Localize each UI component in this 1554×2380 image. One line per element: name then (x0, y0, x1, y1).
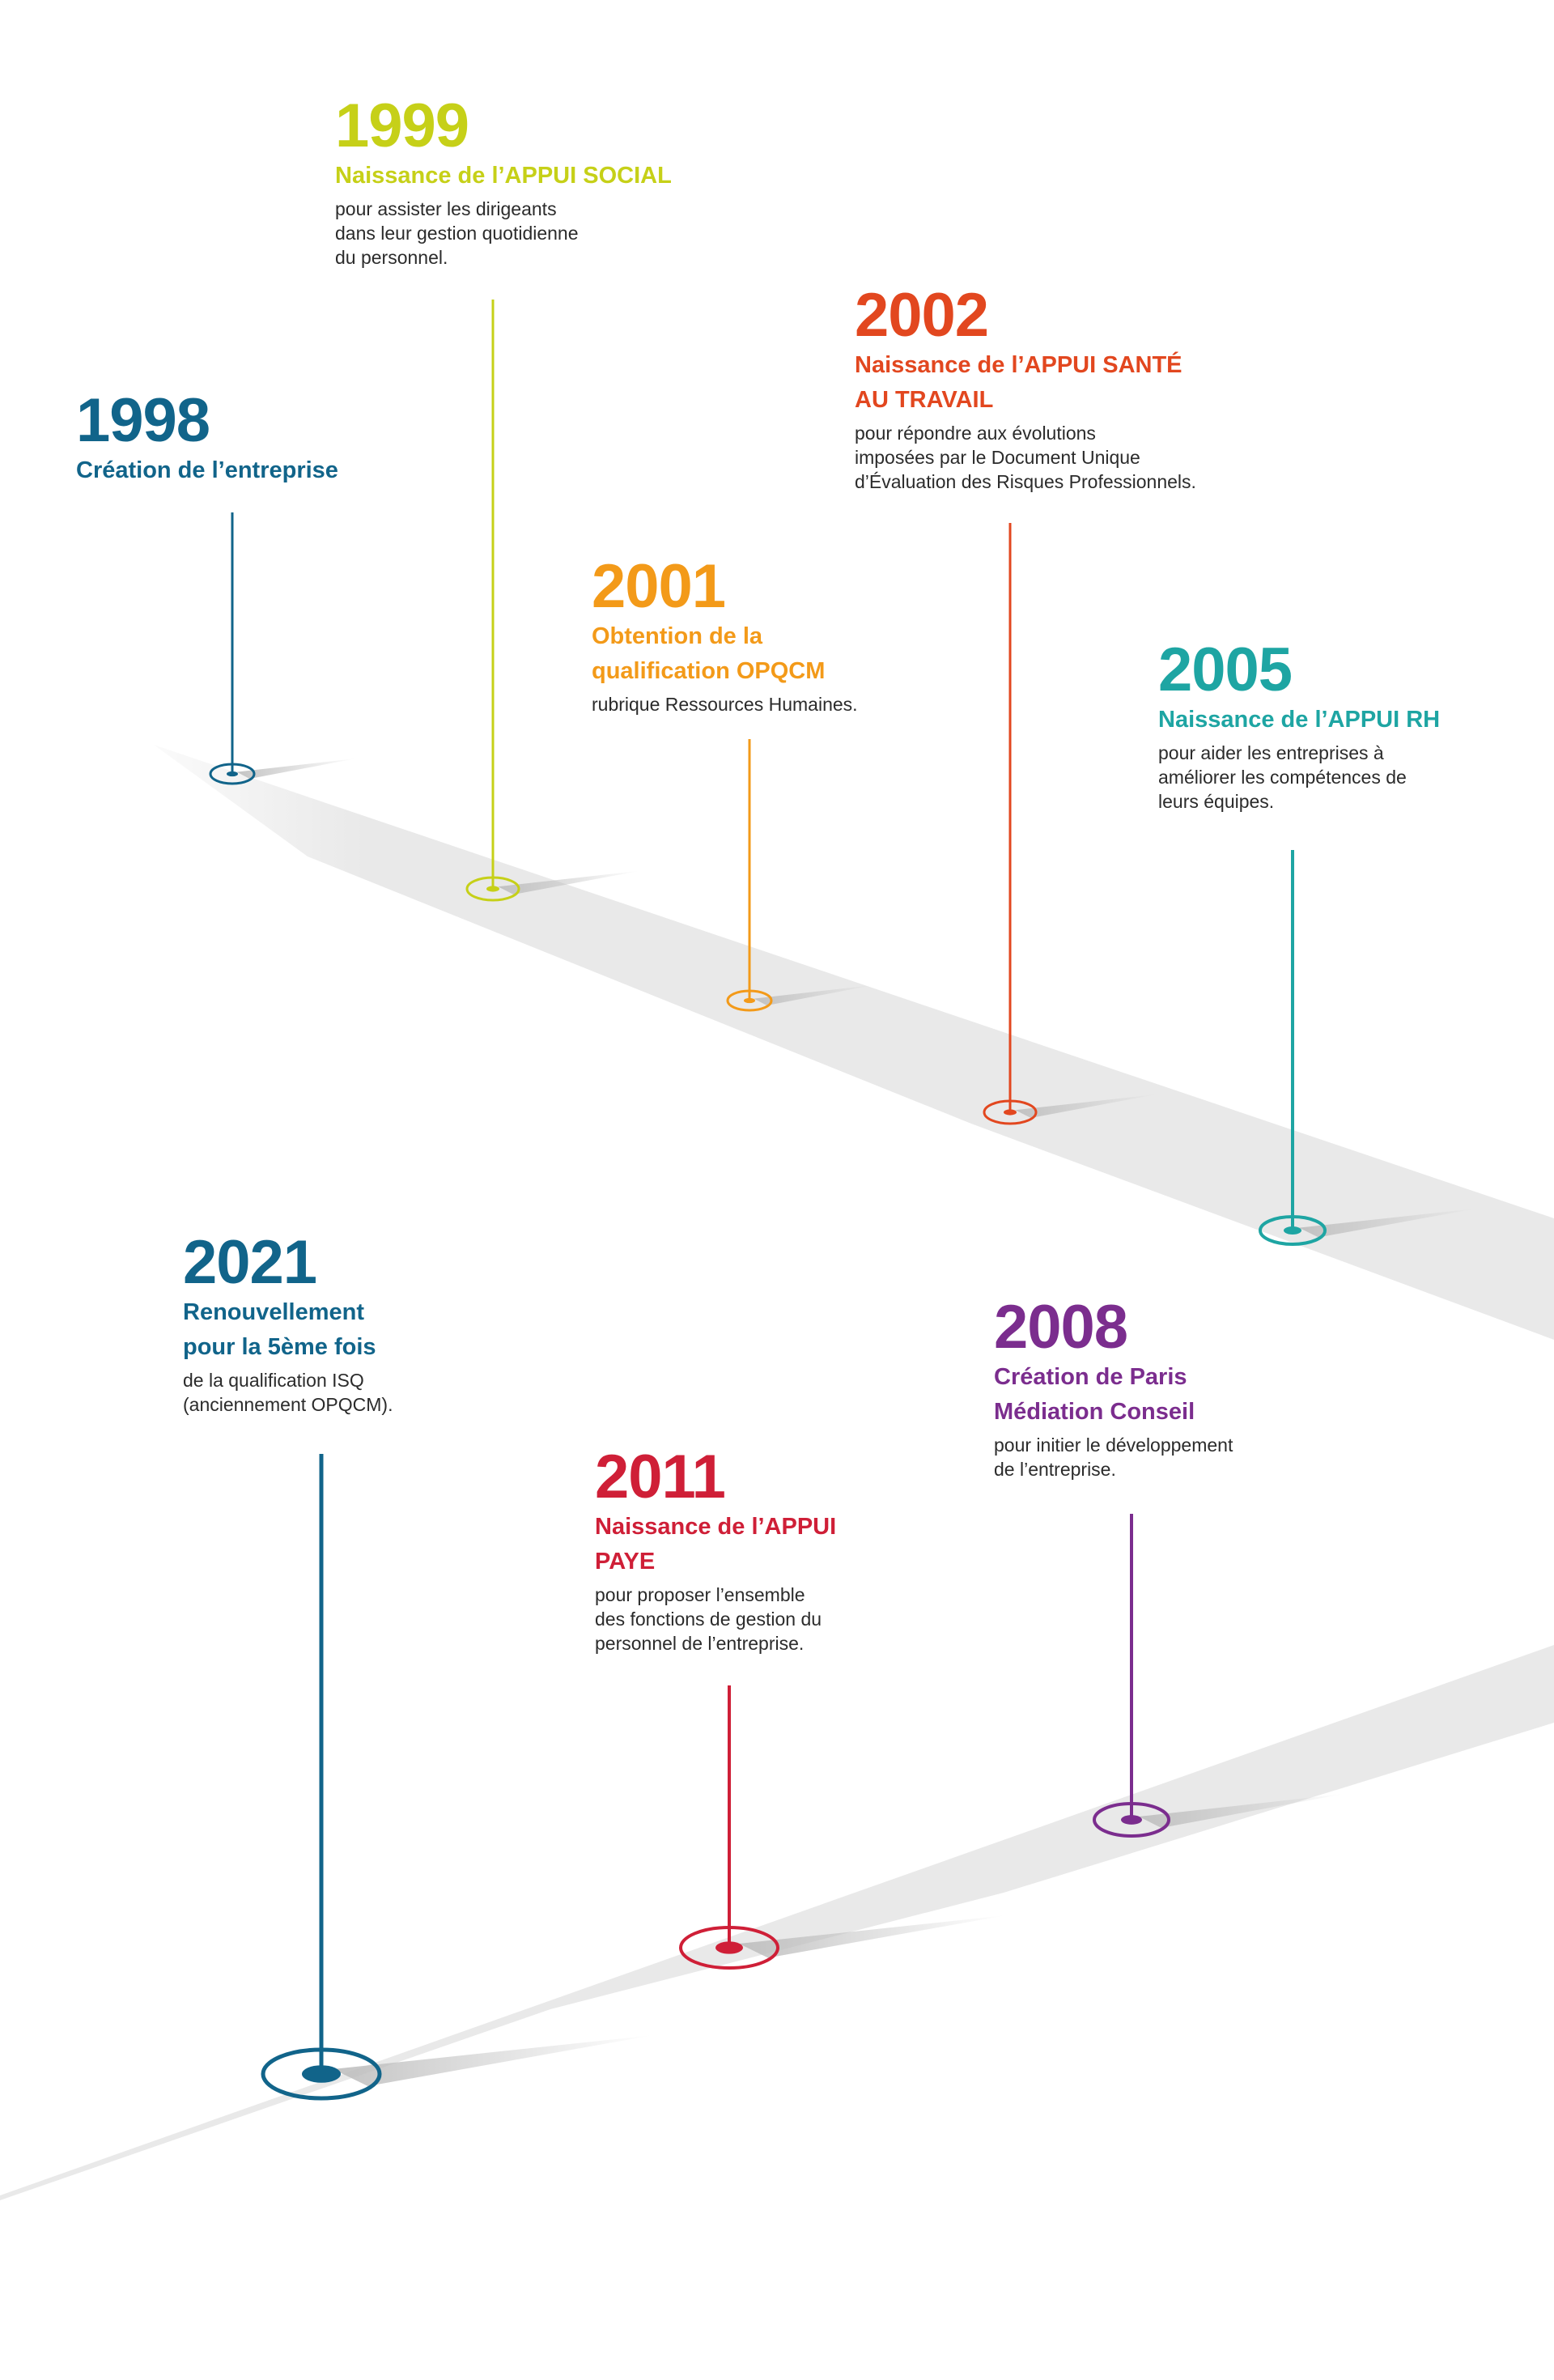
description-line: pour aider les entreprises à (1158, 742, 1384, 763)
milestone-heading: Médiation Conseil (994, 1399, 1195, 1425)
milestone-2011: 2011 Naissance de l’APPUI PAYE pour prop… (595, 1445, 935, 1655)
pin-2021 (261, 1454, 654, 2101)
milestone-heading: Naissance de l’APPUI (595, 1514, 837, 1540)
pin-dot (302, 2065, 341, 2083)
pin-shadow (1139, 1794, 1344, 1828)
description-line: de l’entreprise. (994, 1459, 1116, 1480)
pin-dot (744, 997, 755, 1004)
milestone-description: de la qualification ISQ (anciennement OP… (183, 1368, 523, 1417)
description-line: pour proposer l’ensemble (595, 1584, 805, 1605)
description-line: rubrique Ressources Humaines. (592, 694, 858, 715)
milestone-heading: Renouvellement (183, 1299, 364, 1325)
description-line: pour initier le développement (994, 1434, 1233, 1456)
pin-1998 (209, 512, 357, 785)
milestone-description: pour assister les dirigeants dans leur g… (335, 197, 756, 270)
pin-ring (465, 876, 520, 902)
milestone-1998: 1998 Création de l’entreprise (76, 389, 465, 488)
pin-2005 (1259, 850, 1477, 1246)
pin-ring (1259, 1215, 1327, 1246)
milestone-heading: Naissance de l’APPUI RH (1158, 707, 1441, 733)
milestone-1999: 1999 Naissance de l’APPUI SOCIAL pour as… (335, 94, 756, 270)
description-line: du personnel. (335, 247, 448, 268)
milestone-2021: 2021 Renouvellement pour la 5ème fois de… (183, 1230, 523, 1417)
pin-dot (1004, 1109, 1017, 1116)
pin-2011 (679, 1685, 1006, 1970)
pin-dot (227, 771, 238, 777)
pin-ring (983, 1099, 1038, 1125)
milestone-2008: 2008 Création de Paris Médiation Conseil… (994, 1295, 1366, 1481)
description-line: dans leur gestion quotidienne (335, 223, 579, 244)
milestone-year: 2005 (1158, 635, 1293, 704)
pin-2002 (983, 523, 1158, 1125)
description-line: (anciennement OPQCM). (183, 1394, 393, 1415)
pin-ring (726, 989, 773, 1012)
milestone-heading: AU TRAVAIL (855, 387, 994, 413)
description-line: de la qualification ISQ (183, 1370, 364, 1391)
milestone-heading: PAYE (595, 1549, 656, 1575)
pin-shadow (1299, 1208, 1477, 1238)
milestone-heading: Création de Paris (994, 1364, 1187, 1390)
pin-ring (1093, 1802, 1170, 1838)
description-line: des fonctions de gestion du (595, 1609, 822, 1630)
milestone-2005: 2005 Naissance de l’APPUI RH pour aider … (1158, 638, 1514, 814)
pin-2008 (1093, 1514, 1344, 1838)
milestone-year: 2021 (183, 1228, 317, 1297)
pin-shadow (236, 758, 357, 779)
milestone-description: pour répondre aux évolutions imposées pa… (855, 421, 1308, 494)
description-line: pour répondre aux évolutions (855, 423, 1096, 444)
pin-2001 (726, 739, 874, 1012)
milestone-year: 2008 (994, 1293, 1128, 1362)
milestone-heading: Naissance de l’APPUI SOCIAL (335, 163, 672, 189)
milestone-heading: Création de l’entreprise (76, 457, 338, 483)
lower-road-band (0, 1645, 1554, 2200)
milestone-year: 1999 (335, 91, 469, 160)
pin-dot (715, 1941, 743, 1954)
pin-ring (209, 763, 256, 785)
milestone-heading: Obtention de la (592, 623, 763, 649)
description-line: leurs équipes. (1158, 791, 1275, 812)
pin-shadow (333, 2035, 654, 2086)
description-line: améliorer les compétences de (1158, 767, 1407, 788)
pin-dot (486, 886, 499, 892)
milestone-heading: Naissance de l’APPUI SANTÉ (855, 352, 1182, 378)
pin-shadow (498, 870, 641, 895)
milestone-year: 1998 (76, 386, 210, 455)
milestone-description: rubrique Ressources Humaines. (592, 692, 964, 716)
milestone-heading: pour la 5ème fois (183, 1334, 376, 1360)
milestone-heading: qualification OPQCM (592, 658, 826, 684)
pin-ring (679, 1926, 779, 1970)
description-line: personnel de l’entreprise. (595, 1633, 805, 1654)
milestone-description: pour aider les entreprises à améliorer l… (1158, 741, 1514, 814)
milestone-description: pour proposer l’ensemble des fonctions d… (595, 1583, 935, 1655)
milestone-year: 2002 (855, 281, 989, 350)
milestone-year: 2001 (592, 552, 726, 621)
description-line: imposées par le Document Unique (855, 447, 1140, 468)
pin-ring (261, 2047, 382, 2101)
description-line: d’Évaluation des Risques Professionnels. (855, 471, 1196, 492)
pin-shadow (739, 1915, 1006, 1958)
milestone-2001: 2001 Obtention de la qualification OPQCM… (592, 555, 964, 716)
milestone-description: pour initier le développement de l’entre… (994, 1433, 1366, 1481)
description-line: pour assister les dirigeants (335, 198, 557, 219)
pin-dot (1284, 1226, 1301, 1235)
pin-shadow (1015, 1094, 1158, 1118)
upper-road-band (154, 745, 1554, 1340)
pins-layer (209, 300, 1477, 2101)
pin-dot (1121, 1815, 1142, 1825)
milestone-year: 2011 (595, 1443, 726, 1511)
milestone-2002: 2002 Naissance de l’APPUI SANTÉ AU TRAVA… (855, 283, 1308, 494)
pin-1999 (465, 300, 641, 902)
pin-shadow (754, 984, 874, 1005)
